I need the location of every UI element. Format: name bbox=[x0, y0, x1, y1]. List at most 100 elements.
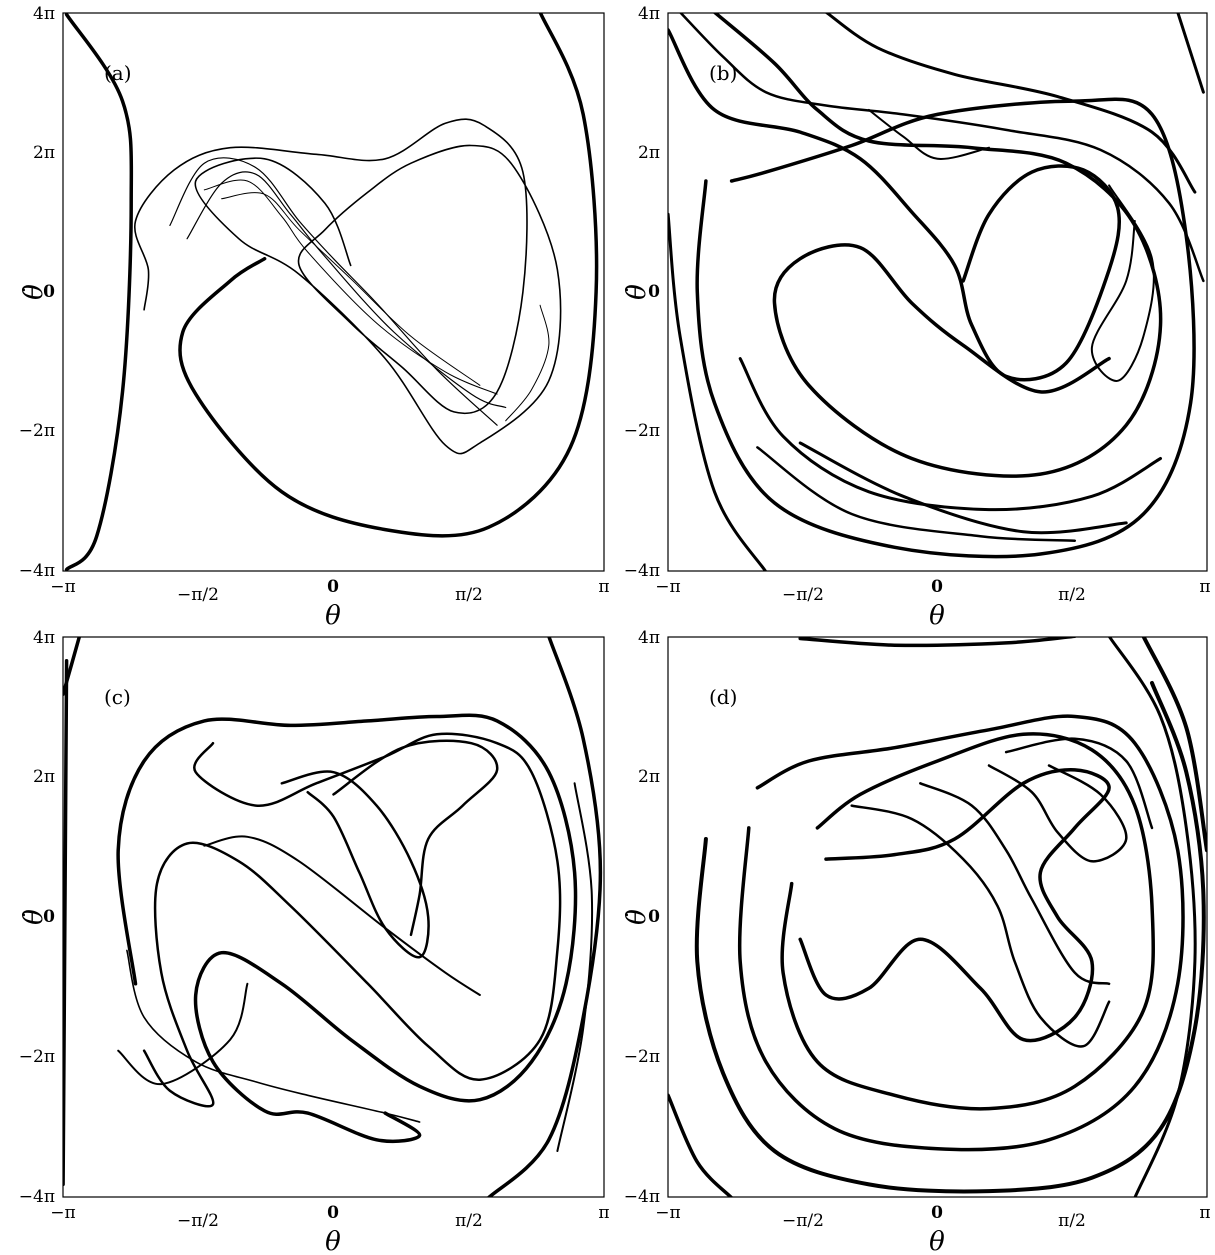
panel-a-orbit-8 bbox=[505, 304, 550, 422]
panel-a-ytick-4: −4π bbox=[19, 561, 55, 581]
panel-b-xlabel: θ bbox=[929, 601, 945, 631]
panel-a-xtick-2: 0 bbox=[327, 577, 339, 597]
panel-a-orbit-6 bbox=[203, 179, 498, 395]
panel-c-xtick-3: π/2 bbox=[455, 1211, 483, 1231]
panel-b-ylabel: θ̇ bbox=[622, 284, 652, 300]
panel-b-orbit-8 bbox=[1090, 184, 1155, 382]
panel-a-label: (a) bbox=[104, 61, 132, 85]
panel-c-frame bbox=[62, 636, 605, 1198]
panel-b-orbit-11 bbox=[1176, 13, 1205, 94]
panel-d-orbit-10 bbox=[987, 764, 1128, 863]
panel-c: (c) 4π 2π 0 −2π −4π −π −π/2 0 π/2 π θ θ̇ bbox=[19, 628, 610, 1255]
panel-d-xtick-2: 0 bbox=[931, 1203, 943, 1223]
panel-a-orbit-4 bbox=[169, 157, 498, 426]
panel-a-ytick-2: 0 bbox=[43, 282, 55, 302]
panel-d-orbit-8 bbox=[850, 804, 1111, 1048]
panel-d-label: (d) bbox=[709, 685, 737, 709]
panel-a-data bbox=[64, 13, 599, 571]
panel-a-xtick-4: π bbox=[598, 577, 609, 597]
panel-a-orbit-7 bbox=[221, 192, 481, 386]
panel-b-frame bbox=[667, 12, 1208, 572]
panel-b-orbit-9 bbox=[679, 13, 1205, 283]
panel-d-xtick-4: π bbox=[1199, 1203, 1210, 1223]
panel-d: (d) 4π 2π 0 −2π −4π −π −π/2 0 π/2 π θ θ̇ bbox=[622, 628, 1211, 1255]
panel-c-ytick-4: −4π bbox=[19, 1187, 55, 1207]
panel-b-ytick-3: −2π bbox=[624, 421, 660, 441]
panel-c-orbit-1 bbox=[63, 659, 69, 1187]
panel-c-orbit-6 bbox=[203, 835, 481, 996]
panel-d-orbit-11 bbox=[1004, 737, 1154, 830]
panel-c-orbit-10 bbox=[117, 982, 249, 1086]
panel-a-xtick-3: π/2 bbox=[455, 585, 483, 605]
panel-c-xtick-1: −π/2 bbox=[177, 1211, 219, 1231]
panel-b-ytick-0: 4π bbox=[638, 4, 660, 24]
panel-b: (b) 4π 2π 0 −2π −4π −π −π/2 0 π/2 π θ θ̇ bbox=[622, 4, 1211, 631]
panel-c-orbit-2 bbox=[63, 637, 82, 696]
panel-b-xtick-2: 0 bbox=[931, 577, 943, 597]
panel-a-orbit-2 bbox=[178, 13, 599, 538]
panel-a-ytick-3: −2π bbox=[19, 421, 55, 441]
panel-b-ytick-4: −4π bbox=[624, 561, 660, 581]
panel-c-ytick-1: 2π bbox=[33, 767, 55, 787]
panel-d-ylabel: θ̇ bbox=[622, 909, 652, 925]
panel-a-ytick-1: 2π bbox=[33, 143, 55, 163]
panel-c-orbit-7 bbox=[280, 770, 430, 959]
panel-c-data bbox=[63, 637, 603, 1197]
panel-c-xtick-2: 0 bbox=[327, 1203, 339, 1223]
panel-d-data bbox=[668, 637, 1207, 1197]
panel-b-data bbox=[668, 13, 1205, 571]
panel-b-orbit-6 bbox=[798, 441, 1128, 535]
panel-d-orbit-5 bbox=[737, 714, 1185, 1152]
panel-d-orbit-2 bbox=[798, 637, 1077, 648]
panel-d-xtick-3: π/2 bbox=[1058, 1211, 1086, 1231]
panel-d-ytick-4: −4π bbox=[624, 1187, 660, 1207]
panel-b-xtick-0: −π bbox=[655, 577, 680, 597]
panel-d-ytick-0: 4π bbox=[638, 628, 660, 648]
panel-d-orbit-6 bbox=[780, 732, 1156, 1111]
panel-a-xlabel: θ bbox=[325, 601, 341, 631]
panel-b-xtick-3: π/2 bbox=[1058, 585, 1086, 605]
panel-d-ytick-3: −2π bbox=[624, 1047, 660, 1067]
panel-b-xtick-4: π bbox=[1199, 577, 1210, 597]
panel-c-ytick-2: 0 bbox=[43, 907, 55, 927]
panel-d-orbit-12 bbox=[1107, 637, 1197, 1197]
panel-a-orbit-5 bbox=[186, 171, 507, 409]
panel-d-orbit-4 bbox=[694, 681, 1206, 1194]
panel-b-xtick-1: −π/2 bbox=[782, 585, 824, 605]
panel-c-orbit-11 bbox=[126, 949, 421, 1123]
panel-c-orbit-5 bbox=[142, 732, 562, 1108]
panel-b-orbit-7 bbox=[756, 446, 1077, 542]
panel-c-ylabel: θ̇ bbox=[19, 909, 49, 925]
panel-a-xtick-1: −π/2 bbox=[177, 585, 219, 605]
panel-b-orbit-3 bbox=[695, 97, 1196, 559]
panel-c-label: (c) bbox=[104, 685, 131, 709]
panel-c-ytick-3: −2π bbox=[19, 1047, 55, 1067]
panel-b-orbit-10 bbox=[824, 13, 1197, 194]
panel-d-orbit-9 bbox=[919, 782, 1111, 986]
panel-d-ytick-1: 2π bbox=[638, 767, 660, 787]
panel-a-ylabel: θ̇ bbox=[19, 284, 49, 300]
panel-a-ytick-0: 4π bbox=[33, 4, 55, 24]
panel-b-orbit-2 bbox=[712, 13, 1163, 478]
panel-c-xtick-4: π bbox=[598, 1203, 609, 1223]
panel-d-xtick-0: −π bbox=[655, 1203, 680, 1223]
panel-a-frame bbox=[62, 12, 605, 572]
panel-d-orbit-1 bbox=[668, 1093, 734, 1197]
panel-b-orbit-12 bbox=[867, 108, 990, 160]
panel-c-xtick-0: −π bbox=[50, 1203, 75, 1223]
panel-c-orbit-3 bbox=[486, 637, 603, 1197]
panel-b-ytick-1: 2π bbox=[638, 143, 660, 163]
panel-a-orbit-3 bbox=[133, 118, 562, 455]
panel-c-orbit-9 bbox=[556, 782, 594, 1152]
panel-d-orbit-7 bbox=[798, 768, 1111, 1043]
panel-c-xlabel: θ bbox=[325, 1227, 341, 1255]
panel-d-orbit-3 bbox=[1141, 637, 1207, 853]
panel-c-ytick-0: 4π bbox=[33, 628, 55, 648]
panel-a: (a) 4π 2π 0 −2π −4π −π −π/2 0 π/2 π θ θ̇ bbox=[19, 4, 610, 631]
panel-d-frame bbox=[667, 636, 1208, 1198]
panel-b-ytick-2: 0 bbox=[648, 282, 660, 302]
panel-c-orbit-8 bbox=[332, 739, 499, 937]
panel-d-xlabel: θ bbox=[929, 1227, 945, 1255]
panel-a-xtick-0: −π bbox=[50, 577, 75, 597]
